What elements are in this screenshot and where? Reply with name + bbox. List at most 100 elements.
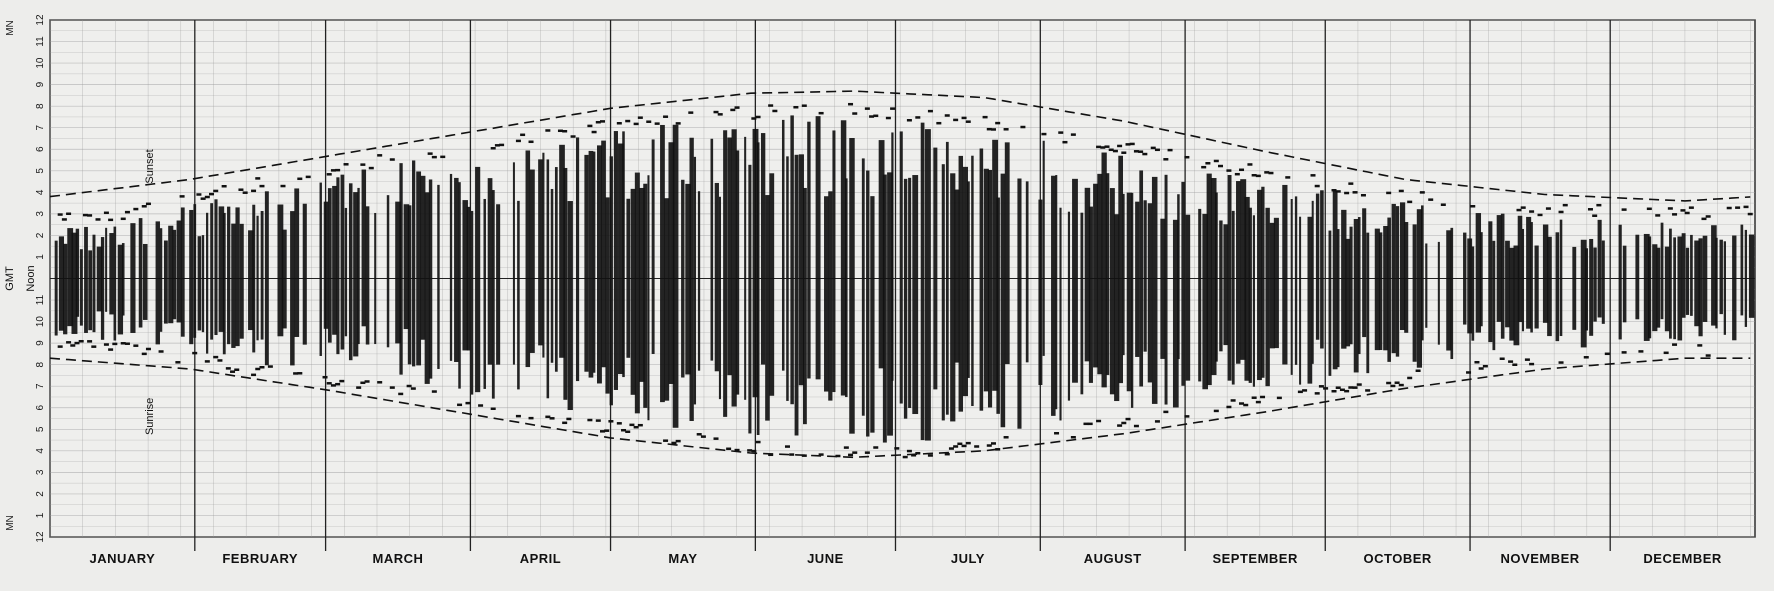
activity-bar <box>630 188 636 395</box>
activity-bar <box>1328 230 1332 376</box>
activity-bar <box>979 148 984 411</box>
month-label-march: MARCH <box>373 551 424 566</box>
activity-bar <box>210 203 214 340</box>
activity-bar <box>1664 246 1670 332</box>
activity-dash <box>1335 386 1341 389</box>
activity-dash <box>637 423 643 427</box>
activity-dash <box>335 168 341 172</box>
activity-dash <box>145 347 151 351</box>
activity-dash <box>818 111 824 115</box>
activity-dash <box>906 449 912 453</box>
activity-bar <box>882 174 887 443</box>
activity-bar <box>1475 213 1482 333</box>
activity-bar <box>588 150 594 378</box>
activity-bar <box>340 174 345 350</box>
activity-bar <box>1496 215 1502 322</box>
activity-dash <box>1125 143 1131 146</box>
activity-bar <box>1172 219 1179 408</box>
activity-dash <box>1243 403 1249 407</box>
activity-bar <box>748 164 752 434</box>
activity-bar <box>685 183 691 375</box>
activity-dash <box>66 341 72 344</box>
activity-bar <box>752 128 759 398</box>
activity-dash <box>1386 191 1392 195</box>
activity-bar <box>1395 206 1400 357</box>
activity-bar <box>214 199 218 336</box>
activity-bar <box>824 196 829 392</box>
activity-dash <box>902 455 908 459</box>
activity-dash <box>1529 210 1535 213</box>
activity-dash <box>1314 184 1320 188</box>
activity-bar <box>248 230 254 331</box>
activity-bar <box>1412 224 1417 362</box>
activity-bar <box>1080 212 1084 395</box>
activity-bar <box>647 175 650 421</box>
activity-bar <box>723 130 728 417</box>
activity-bar <box>201 235 205 333</box>
activity-bar <box>1597 219 1602 318</box>
activity-bar <box>1509 247 1515 341</box>
activity-dash <box>297 177 303 181</box>
activity-bar <box>1690 234 1693 316</box>
activity-dash <box>616 122 622 125</box>
activity-bar <box>1378 232 1383 351</box>
activity-dash <box>1150 146 1156 150</box>
activity-dash <box>633 425 639 429</box>
activity-dash <box>1743 205 1749 209</box>
activity-bar <box>1479 232 1483 327</box>
activity-dash <box>213 189 219 193</box>
activity-dash <box>1440 203 1446 206</box>
activity-dash <box>1474 360 1480 364</box>
month-label-april: APRIL <box>520 551 562 566</box>
activity-dash <box>520 133 526 137</box>
activity-dash <box>1003 128 1009 131</box>
activity-dash <box>1062 140 1068 144</box>
activity-dash <box>478 404 484 407</box>
activity-bar <box>235 207 240 347</box>
activity-dash <box>1339 388 1345 392</box>
activity-bar <box>744 136 747 400</box>
activity-bar <box>945 141 949 415</box>
activity-bar <box>1177 194 1180 360</box>
activity-dash <box>591 130 597 134</box>
activity-bar <box>218 206 225 332</box>
activity-dash <box>1672 343 1678 346</box>
activity-dash <box>322 375 328 379</box>
activity-dash <box>280 184 286 188</box>
activity-bar <box>260 211 264 340</box>
activity-bar <box>353 192 359 357</box>
activity-dash <box>995 121 1001 125</box>
activity-bar <box>1252 215 1255 387</box>
activity-bar <box>1143 200 1147 352</box>
activity-bar <box>1505 240 1510 328</box>
activity-bar <box>697 191 701 371</box>
activity-dash <box>1478 367 1484 370</box>
y-tick-label: 6 <box>35 405 46 411</box>
activity-bar <box>1748 234 1755 318</box>
activity-bar <box>336 177 340 355</box>
activity-dash <box>1314 392 1320 395</box>
activity-dash <box>1020 125 1026 129</box>
activity-dash <box>570 135 576 138</box>
activity-dash <box>625 119 631 123</box>
activity-dash <box>1596 203 1602 207</box>
activity-dash <box>562 421 568 425</box>
activity-bar <box>1236 181 1241 364</box>
activity-dash <box>595 120 601 124</box>
y-tick-label: 5 <box>35 168 46 174</box>
activity-dash <box>175 361 181 364</box>
activity-bar <box>786 156 789 401</box>
activity-bar <box>1135 201 1140 357</box>
activity-dash <box>562 130 568 133</box>
activity-dash <box>1390 384 1396 388</box>
activity-dash <box>1260 395 1266 399</box>
activity-dash <box>1133 424 1139 428</box>
activity-dash <box>95 218 101 221</box>
activity-bar <box>1307 216 1313 384</box>
y-tick-label: 4 <box>35 448 46 454</box>
activity-bar <box>954 189 960 363</box>
activity-dash <box>221 185 227 188</box>
activity-dash <box>339 379 345 383</box>
activity-bar <box>550 188 554 363</box>
activity-dash <box>360 381 366 385</box>
